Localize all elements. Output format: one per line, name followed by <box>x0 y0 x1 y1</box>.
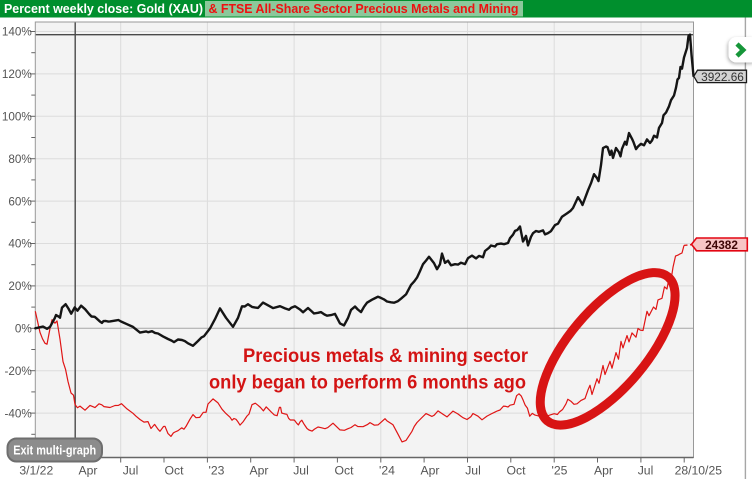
svg-text:Precious metals & mining secto: Precious metals & mining sector <box>243 345 528 367</box>
svg-text:Oct: Oct <box>165 464 185 478</box>
svg-text:Apr: Apr <box>594 464 613 478</box>
svg-text:Apr: Apr <box>250 464 269 478</box>
svg-text:Jul: Jul <box>465 464 481 478</box>
svg-text:3922.66: 3922.66 <box>701 70 744 84</box>
svg-text:-20%: -20% <box>5 365 32 378</box>
svg-text:120%: 120% <box>2 68 32 81</box>
svg-text:& FTSE All-Share Sector Precio: & FTSE All-Share Sector Precious Metals … <box>209 1 519 16</box>
svg-text:-40%: -40% <box>5 407 32 420</box>
svg-text:Jul: Jul <box>123 464 139 478</box>
svg-text:only began to perform 6 months: only began to perform 6 months ago <box>209 371 526 393</box>
svg-text:80%: 80% <box>8 153 31 166</box>
svg-text:3/1/22: 3/1/22 <box>19 464 53 478</box>
svg-text:Oct: Oct <box>507 464 527 478</box>
svg-text:60%: 60% <box>8 195 31 208</box>
svg-text:'23: '23 <box>209 464 225 478</box>
svg-text:Exit multi-graph: Exit multi-graph <box>13 443 96 458</box>
svg-text:Oct: Oct <box>335 464 355 478</box>
svg-text:Jul: Jul <box>293 464 309 478</box>
svg-text:'24: '24 <box>379 464 395 478</box>
svg-text:140%: 140% <box>2 26 32 39</box>
svg-text:100%: 100% <box>2 111 32 124</box>
svg-text:Jul: Jul <box>638 464 654 478</box>
svg-text:0%: 0% <box>15 323 32 336</box>
svg-text:Apr: Apr <box>421 464 440 478</box>
svg-text:24382: 24382 <box>705 238 738 252</box>
svg-text:40%: 40% <box>8 238 31 251</box>
svg-text:20%: 20% <box>8 280 31 293</box>
svg-text:Apr: Apr <box>79 464 98 478</box>
svg-text:28/10/25: 28/10/25 <box>675 464 723 478</box>
svg-text:Percent weekly close: Gold (XA: Percent weekly close: Gold (XAU) <box>4 1 203 16</box>
svg-text:'25: '25 <box>552 464 568 478</box>
